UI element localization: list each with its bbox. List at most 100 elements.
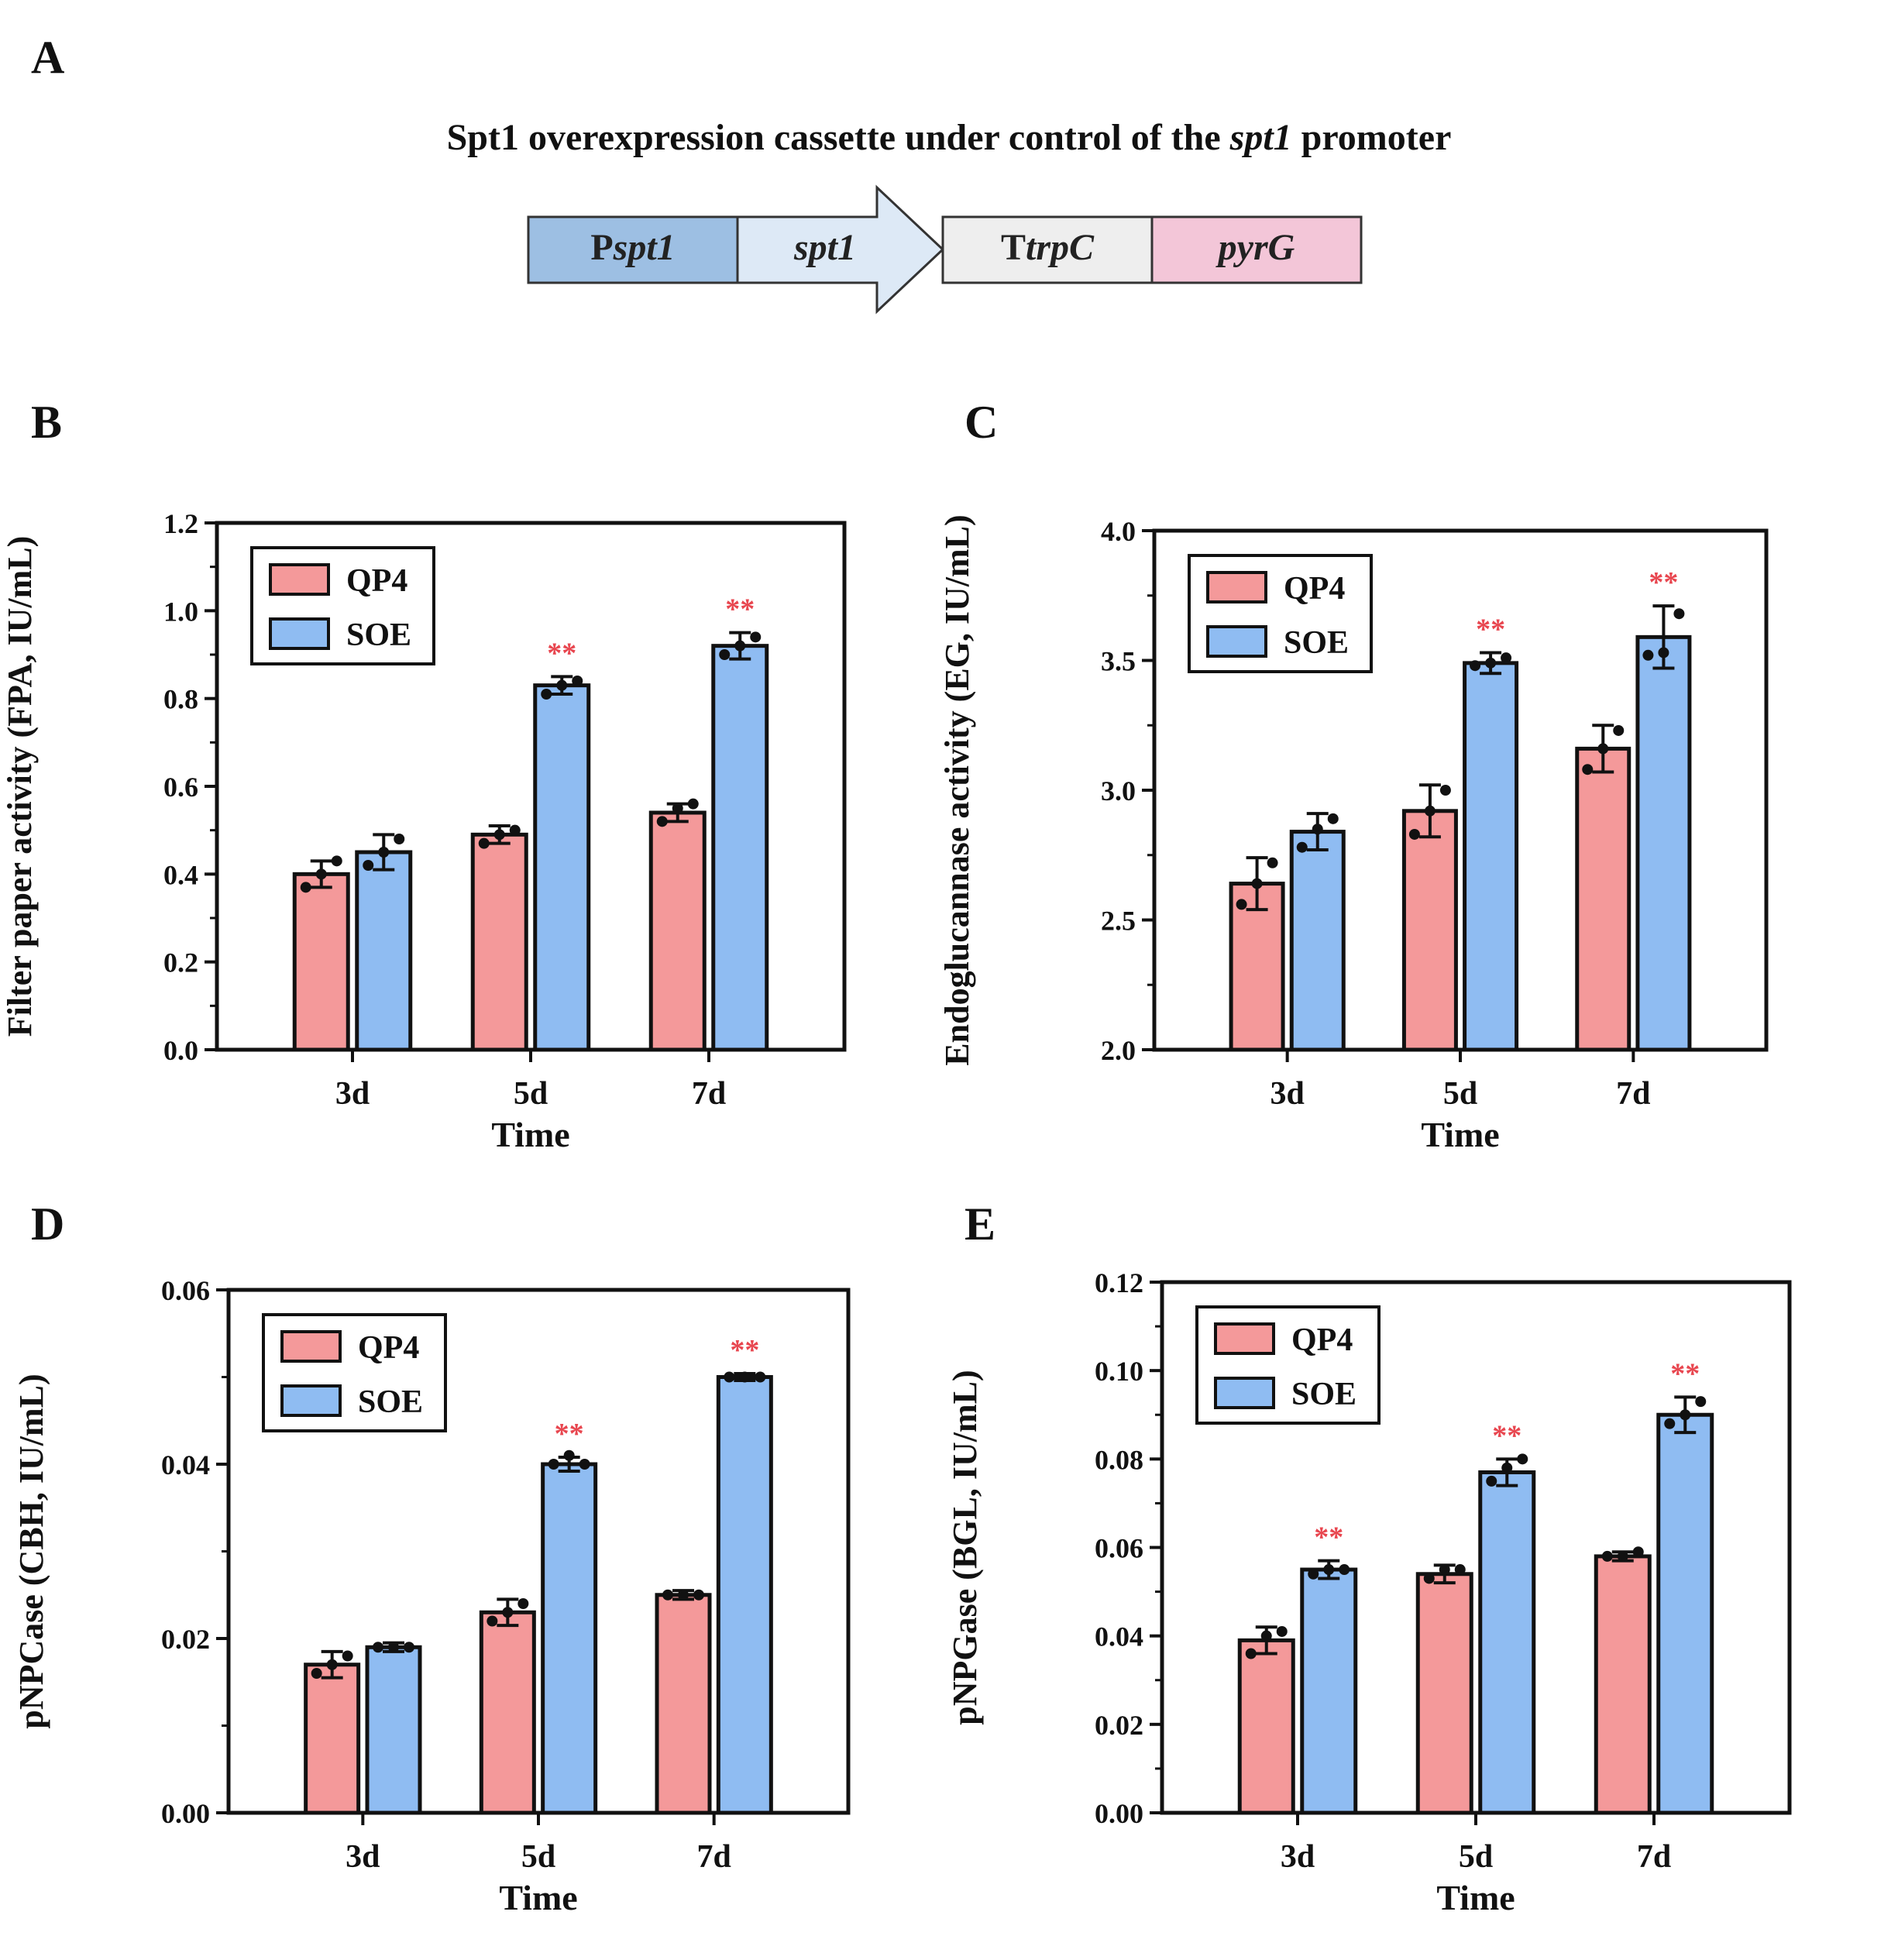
data-point	[509, 824, 521, 836]
data-point	[487, 1615, 498, 1627]
y-tick-label: 0.10	[1095, 1356, 1143, 1387]
data-point	[1424, 805, 1436, 817]
data-point	[1680, 1409, 1691, 1421]
data-point	[502, 1607, 514, 1618]
x-tick-label: 3d	[335, 1076, 370, 1112]
data-point	[373, 1642, 383, 1653]
legend-label: SOE	[346, 617, 411, 653]
data-point	[404, 1642, 414, 1653]
data-point	[672, 803, 683, 814]
bar-soe	[541, 1462, 598, 1815]
data-point	[1673, 608, 1685, 620]
terminator-label: TtrpC	[1001, 227, 1095, 268]
bar-qp4	[304, 1663, 361, 1815]
data-point	[394, 834, 405, 844]
x-tick-label: 7d	[692, 1076, 726, 1112]
bar-qp4	[648, 810, 707, 1052]
data-point	[517, 1598, 529, 1609]
data-point	[363, 860, 374, 871]
bar-soe	[716, 1375, 773, 1815]
panel-letter: C	[964, 397, 998, 448]
significance-marker: **	[547, 637, 576, 669]
data-point	[1312, 824, 1323, 835]
x-tick-label: 7d	[1616, 1076, 1650, 1112]
data-point	[1664, 1418, 1676, 1429]
data-point	[687, 798, 699, 810]
bar-qp4	[655, 1593, 712, 1815]
data-point	[1501, 652, 1512, 664]
data-point	[750, 631, 762, 643]
legend-swatch	[1206, 625, 1267, 658]
data-point	[1260, 1630, 1272, 1642]
data-point	[656, 816, 668, 827]
legend-swatch	[269, 617, 330, 650]
bar-soe	[1478, 1470, 1536, 1815]
data-point	[693, 1589, 704, 1601]
y-tick-label: 2.5	[1101, 906, 1136, 937]
cassette-diagram: Pspt1 spt1 TtrpC pyrG	[527, 184, 1363, 315]
y-tick-label: 0.02	[161, 1624, 210, 1655]
data-point	[1485, 657, 1497, 669]
x-tick-label: 5d	[514, 1076, 548, 1112]
data-point	[1296, 841, 1308, 853]
y-axis-label: pNPGase (BGL, IU/mL)	[946, 1370, 984, 1724]
x-tick-label: 5d	[1459, 1839, 1493, 1875]
y-tick-label: 3.0	[1101, 775, 1136, 806]
data-point	[1423, 1573, 1435, 1584]
data-point	[719, 649, 731, 660]
y-tick-label: 1.0	[163, 596, 198, 627]
chart-panel-b: B 0.0 0.2 0.4 0.6 0.8 1.0 1.2 Filter paper activ…	[1, 397, 847, 1154]
bar-soe	[711, 644, 769, 1052]
x-axis-label: Time	[1421, 1115, 1499, 1154]
data-point	[1439, 785, 1451, 796]
data-point	[734, 640, 746, 652]
data-point	[739, 1371, 751, 1383]
data-point	[388, 1642, 399, 1653]
data-point	[1439, 1564, 1450, 1576]
bar-qp4	[292, 872, 350, 1052]
x-tick-label: 7d	[1637, 1839, 1671, 1875]
data-point	[1245, 1648, 1257, 1659]
significance-marker: **	[555, 1418, 584, 1450]
data-point	[662, 1589, 673, 1601]
data-point	[1597, 743, 1609, 755]
legend-label: QP4	[1284, 571, 1345, 607]
legend-swatch	[280, 1330, 342, 1363]
data-point	[1251, 878, 1263, 889]
significance-marker: **	[725, 593, 755, 626]
data-point	[1408, 828, 1420, 840]
data-point	[1267, 857, 1278, 868]
data-point	[1470, 660, 1481, 672]
bar-qp4	[1415, 1572, 1473, 1815]
data-point	[563, 1449, 575, 1461]
chart-panel-e: E 0.00 0.02 0.04 0.06 0.08 0.10 0.12 pNPGase (BG…	[946, 1198, 1792, 1917]
data-point	[378, 847, 390, 858]
bar-soe	[1656, 1412, 1714, 1815]
data-point	[342, 1650, 353, 1662]
data-point	[548, 1459, 559, 1470]
y-tick-label: 0.00	[161, 1798, 210, 1829]
data-point	[1276, 1625, 1288, 1637]
y-tick-label: 0.00	[1095, 1798, 1143, 1829]
legend-label: SOE	[358, 1384, 423, 1420]
panel-letter: D	[31, 1198, 64, 1250]
data-point	[315, 868, 327, 880]
legend-swatch	[1214, 1322, 1275, 1355]
legend-label: QP4	[1291, 1322, 1353, 1358]
x-axis-label: Time	[1436, 1878, 1515, 1917]
panel-letter: B	[31, 397, 62, 448]
cassette-title-prefix: Spt1 overexpression cassette under contr…	[446, 117, 1230, 158]
data-point	[1501, 1462, 1513, 1473]
data-point	[724, 1371, 735, 1383]
y-tick-label: 4.0	[1101, 516, 1136, 547]
data-point	[331, 855, 342, 867]
cassette-title: Spt1 overexpression cassette under contr…	[0, 116, 1898, 159]
promoter-label: Pspt1	[590, 227, 675, 268]
panel-letter: E	[964, 1198, 995, 1250]
data-point	[1517, 1453, 1528, 1465]
y-tick-label: 0.4	[163, 859, 198, 890]
marker-segment	[1150, 215, 1363, 284]
bar-qp4	[1401, 809, 1458, 1052]
bar-soe	[365, 1645, 422, 1815]
